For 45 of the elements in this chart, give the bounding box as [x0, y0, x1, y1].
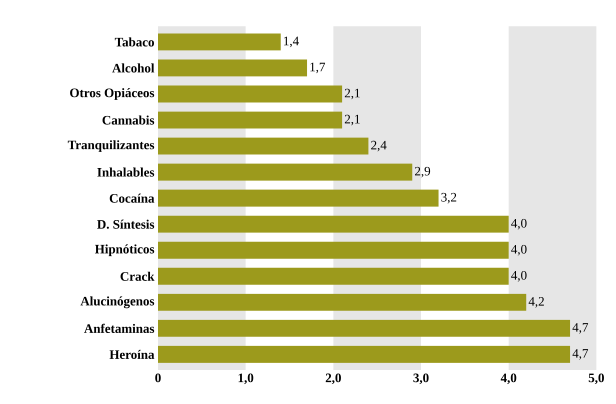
data-label: 2,4	[371, 140, 387, 152]
y-tick-label: Alucinógenos	[80, 296, 154, 308]
bar	[158, 346, 570, 363]
x-tick-label: 5,0	[588, 374, 604, 384]
y-tick-label: Hipnóticos	[94, 244, 154, 256]
data-label: 4,7	[572, 349, 588, 360]
data-label: 2,1	[344, 114, 360, 126]
bar	[158, 216, 509, 233]
bar	[158, 138, 368, 155]
y-tick-label: Crack	[120, 272, 154, 281]
x-tick-label: 4,0	[500, 374, 516, 384]
data-label: 2,1	[344, 88, 360, 100]
bar	[158, 268, 509, 285]
x-tick-label: 2,0	[326, 374, 341, 384]
y-tick-label: Anfetaminas	[84, 324, 154, 333]
y-tick-label: Tranquilizantes	[68, 140, 154, 152]
bar	[158, 320, 570, 337]
bar	[158, 294, 526, 311]
data-label: 1,4	[284, 36, 299, 48]
data-label: 4,2	[528, 297, 544, 308]
y-tick-label: Heroína	[110, 350, 154, 359]
y-tick-label: Inhalables	[97, 168, 154, 177]
data-label: 4,7	[572, 323, 588, 334]
bar	[158, 190, 439, 207]
x-tick-label: 1,0	[238, 374, 254, 384]
y-tick-label: D. Síntesis	[97, 220, 154, 229]
bar	[158, 59, 308, 76]
data-label: 4,0	[511, 244, 527, 256]
data-label: 4,0	[511, 218, 527, 230]
y-tick-label: Alcohol	[112, 63, 154, 73]
y-tick-label: Cannabis	[102, 115, 154, 125]
data-label: 1,7	[310, 62, 326, 74]
data-label: 4,0	[511, 270, 527, 282]
bar	[158, 164, 412, 181]
data-label: 2,9	[415, 166, 430, 178]
data-label: 3,2	[441, 192, 456, 204]
x-tick-label: 3,0	[413, 374, 429, 384]
bar	[158, 33, 281, 50]
bar	[158, 86, 342, 102]
bar	[158, 112, 342, 128]
y-tick-label: Otros Opiáceos	[70, 88, 154, 100]
x-tick-label: 0	[155, 374, 161, 382]
y-tick-label: Cocaína	[110, 194, 154, 203]
bar	[158, 242, 509, 259]
y-tick-label: Tabaco	[114, 37, 154, 46]
